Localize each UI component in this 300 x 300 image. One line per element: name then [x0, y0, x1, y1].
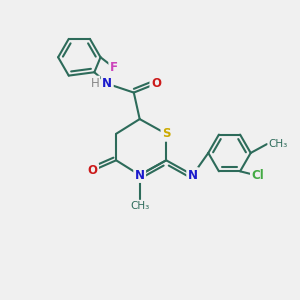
Text: O: O	[151, 77, 161, 90]
Text: CH₃: CH₃	[130, 201, 149, 211]
Text: N: N	[135, 169, 145, 182]
Text: Cl: Cl	[251, 169, 264, 182]
Text: H: H	[91, 77, 99, 90]
Text: O: O	[88, 164, 98, 177]
Text: S: S	[162, 127, 170, 140]
Text: CH₃: CH₃	[268, 139, 288, 149]
Text: N: N	[102, 77, 112, 90]
Text: F: F	[110, 61, 118, 74]
Text: N: N	[188, 169, 198, 182]
